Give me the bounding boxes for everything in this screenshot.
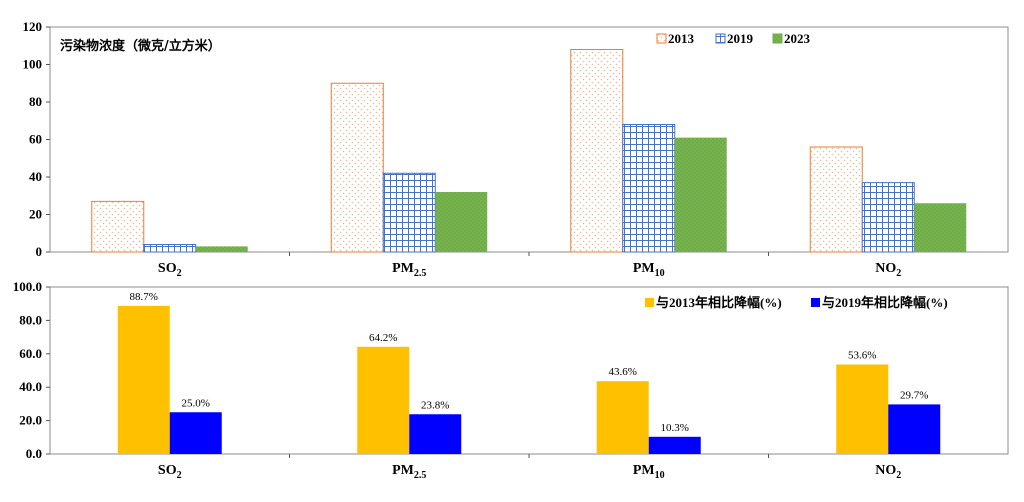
y-tick-label: 0	[36, 244, 43, 259]
y-tick-label: 100	[23, 57, 43, 72]
category-label: PM10	[633, 463, 665, 481]
chart-title: 污染物浓度（微克/立方米）	[60, 38, 221, 54]
bar-reduction-1-0	[169, 412, 222, 454]
legend-label: 与2019年相比降幅(%)	[822, 295, 948, 310]
data-label: 64.2%	[369, 332, 397, 344]
bar-2023-3	[914, 203, 967, 252]
y-tick-label: 120	[23, 19, 43, 34]
category-label: PM10	[633, 261, 665, 279]
data-label: 53.6%	[848, 349, 876, 361]
bar-reduction-0-3	[836, 364, 889, 454]
y-tick-label: 80.0	[19, 312, 42, 327]
category-label: NO2	[875, 463, 901, 481]
category-label: PM2.5	[392, 463, 426, 481]
bar-2013-1	[330, 82, 384, 253]
data-label: 10.3%	[661, 422, 689, 434]
bar-2019-3	[861, 182, 915, 253]
legend-swatch	[645, 298, 654, 307]
category-label: SO2	[158, 463, 182, 481]
legend-label: 2019	[727, 31, 754, 46]
y-tick-label: 20	[29, 207, 42, 222]
bar-reduction-1-2	[648, 436, 701, 454]
legend-swatch	[656, 33, 667, 44]
bar-2013-0	[91, 200, 145, 253]
y-tick-label: 40	[29, 169, 42, 184]
legend-label: 2013	[668, 31, 695, 46]
legend: 2013 2019 2023	[656, 31, 811, 46]
category-label: PM2.5	[392, 261, 426, 279]
y-tick-label: 40.0	[19, 379, 42, 394]
y-tick-label: 80	[29, 94, 42, 109]
legend-label: 与2013年相比降幅(%)	[656, 295, 782, 310]
legend-swatch	[715, 33, 726, 44]
y-tick-label: 100.0	[13, 279, 42, 294]
bar-reduction-0-2	[596, 381, 649, 454]
bar-reduction-1-1	[409, 414, 462, 454]
bar-2023-1	[435, 192, 488, 252]
data-label: 29.7%	[900, 389, 928, 401]
data-label: 25.0%	[182, 397, 210, 409]
bar-2013-2	[570, 49, 624, 253]
legend-swatch	[772, 33, 783, 44]
legend-swatch	[811, 298, 820, 307]
bar-reduction-1-3	[888, 404, 941, 454]
bar-2019-1	[382, 172, 436, 253]
data-label: 43.6%	[609, 366, 637, 378]
legend: 与2013年相比降幅(%) 与2019年相比降幅(%)	[645, 295, 948, 310]
bar-2019-0	[143, 244, 197, 253]
bar-2023-0	[195, 246, 248, 252]
y-tick-label: 20.0	[19, 413, 42, 428]
data-label: 88.7%	[130, 291, 158, 303]
legend-label: 2023	[784, 31, 811, 46]
data-label: 23.8%	[421, 399, 449, 411]
y-tick-label: 0.0	[26, 446, 42, 461]
bar-2013-3	[809, 146, 863, 253]
bar-reduction-0-1	[357, 346, 410, 454]
bar-2019-2	[622, 124, 676, 253]
category-label: NO2	[875, 261, 901, 279]
y-tick-label: 60	[29, 132, 42, 147]
y-tick-label: 60.0	[19, 346, 42, 361]
bar-2023-2	[674, 137, 727, 252]
category-label: SO2	[158, 261, 182, 279]
bar-reduction-0-0	[117, 305, 170, 454]
